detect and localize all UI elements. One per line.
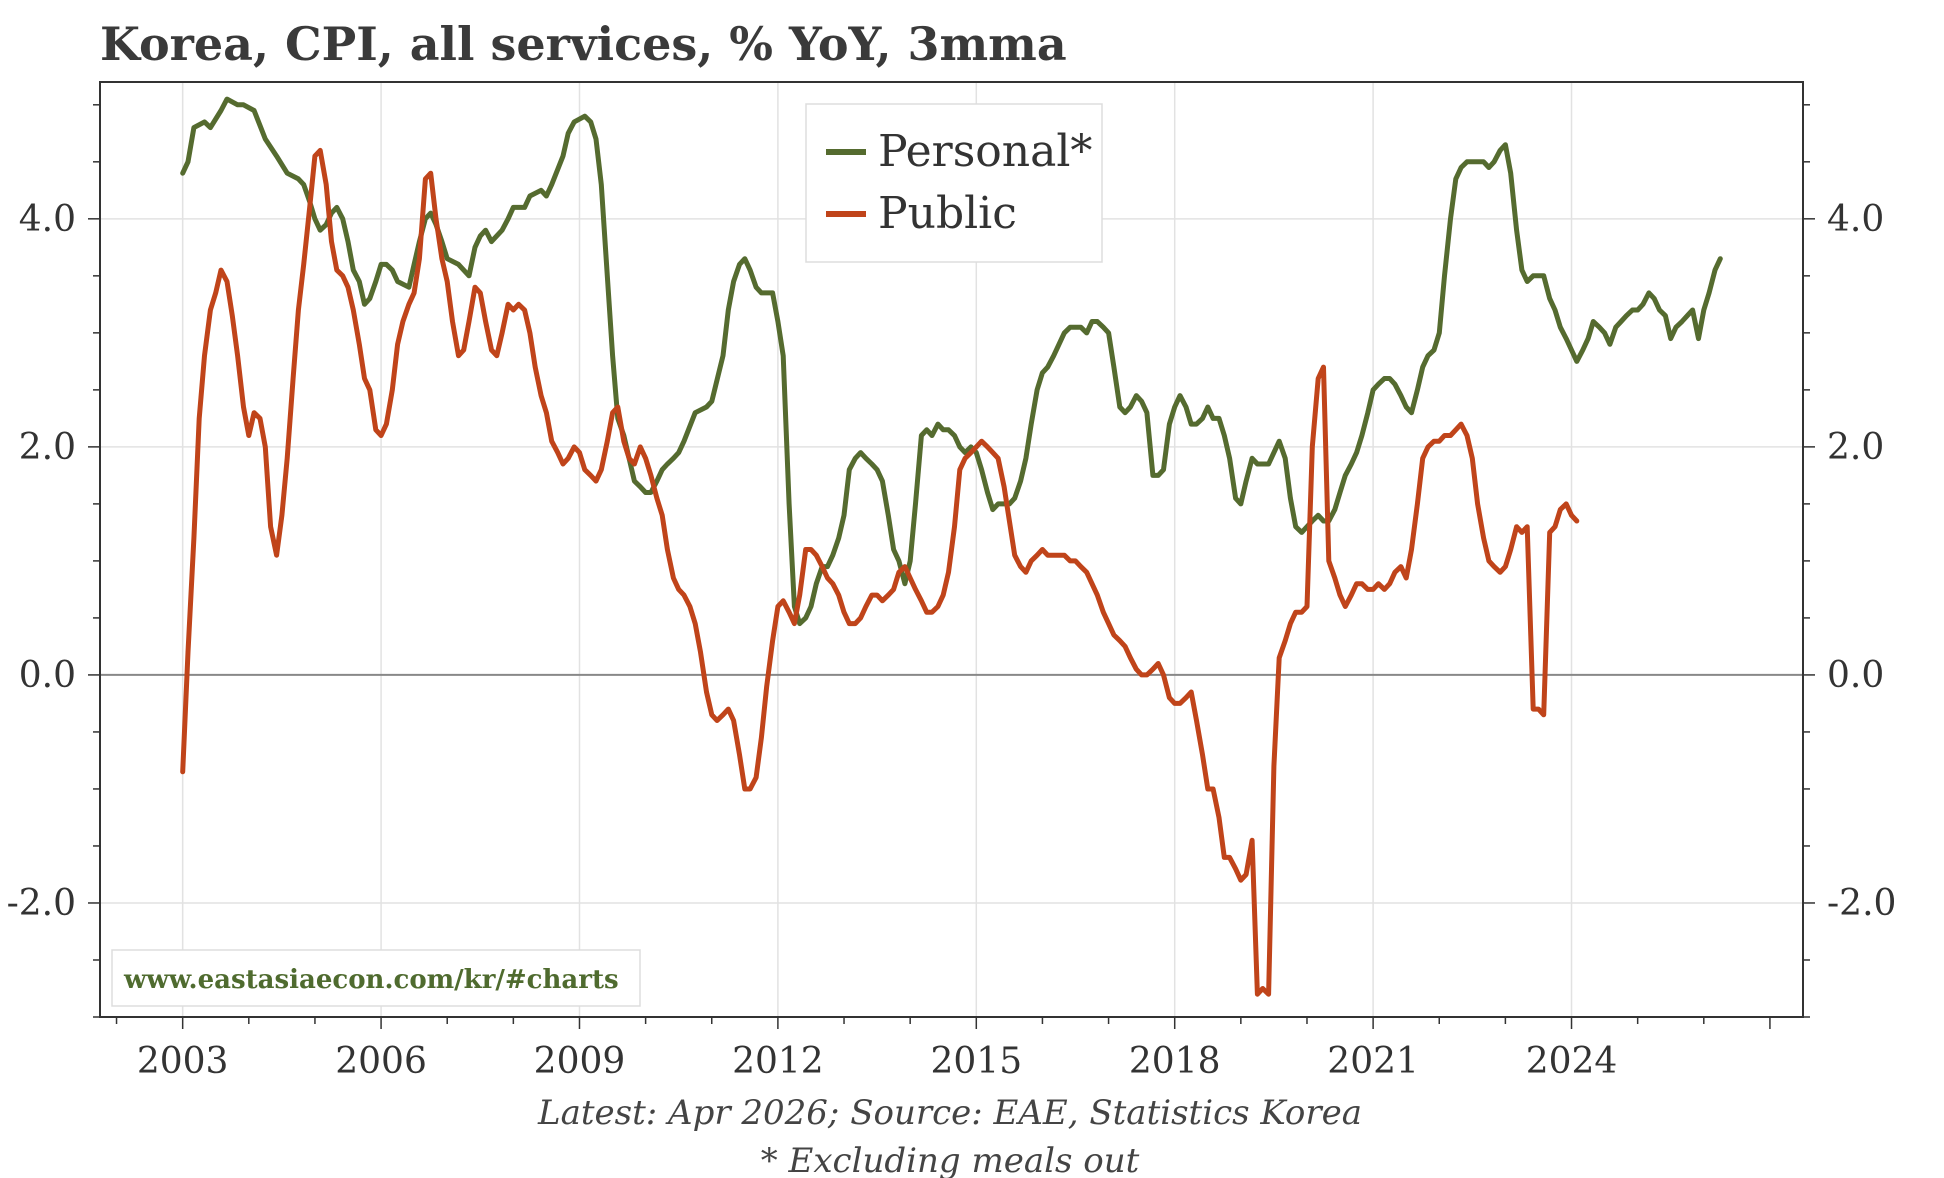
y-tick-label-right: -2.0: [1827, 883, 1896, 924]
legend-label-public: Public: [878, 188, 1017, 239]
x-tick-label: 2024: [1526, 1041, 1618, 1082]
legend: Personal* Public: [805, 103, 1103, 263]
y-tick-label-left: 2.0: [19, 427, 76, 468]
watermark-text: www.eastasiaecon.com/kr/#charts: [123, 965, 619, 995]
y-tick-label-left: 0.0: [19, 655, 76, 696]
x-tick-label: 2015: [930, 1041, 1022, 1082]
plot-frame: [99, 81, 1804, 1018]
y-tick-label-right: 2.0: [1827, 427, 1884, 468]
x-tick-label: 2012: [732, 1041, 824, 1082]
y-tick-label-left: -2.0: [7, 883, 76, 924]
footnote-exclusion: * Excluding meals out: [761, 1141, 1140, 1178]
series-lines: [180, 96, 1723, 997]
x-tick-label: 2018: [1129, 1041, 1221, 1082]
x-tick-label: 2003: [137, 1041, 229, 1082]
legend-box: [805, 103, 1103, 263]
series-line-personal: [180, 96, 1723, 627]
y-tick-label-right: 4.0: [1827, 199, 1884, 240]
axes: 2003 2006 2009 2012 2015 2018 2021 2024 4.0 4.0 2.…: [7, 104, 1896, 1082]
footnote-source: Latest: Apr 2026; Source: EAE, Statistic…: [537, 1093, 1362, 1133]
x-tick-label: 2006: [335, 1041, 427, 1082]
series-line-public: [180, 147, 1580, 997]
legend-label-personal: Personal*: [878, 126, 1092, 177]
y-tick-label-left: 4.0: [19, 199, 76, 240]
chart-title: Korea, CPI, all services, % YoY, 3mma: [100, 17, 1067, 71]
x-tick-label: 2009: [534, 1041, 626, 1082]
y-tick-label-right: 0.0: [1827, 655, 1884, 696]
x-tick-label: 2021: [1327, 1041, 1419, 1082]
watermark-box: www.eastasiaecon.com/kr/#charts: [111, 949, 641, 1007]
